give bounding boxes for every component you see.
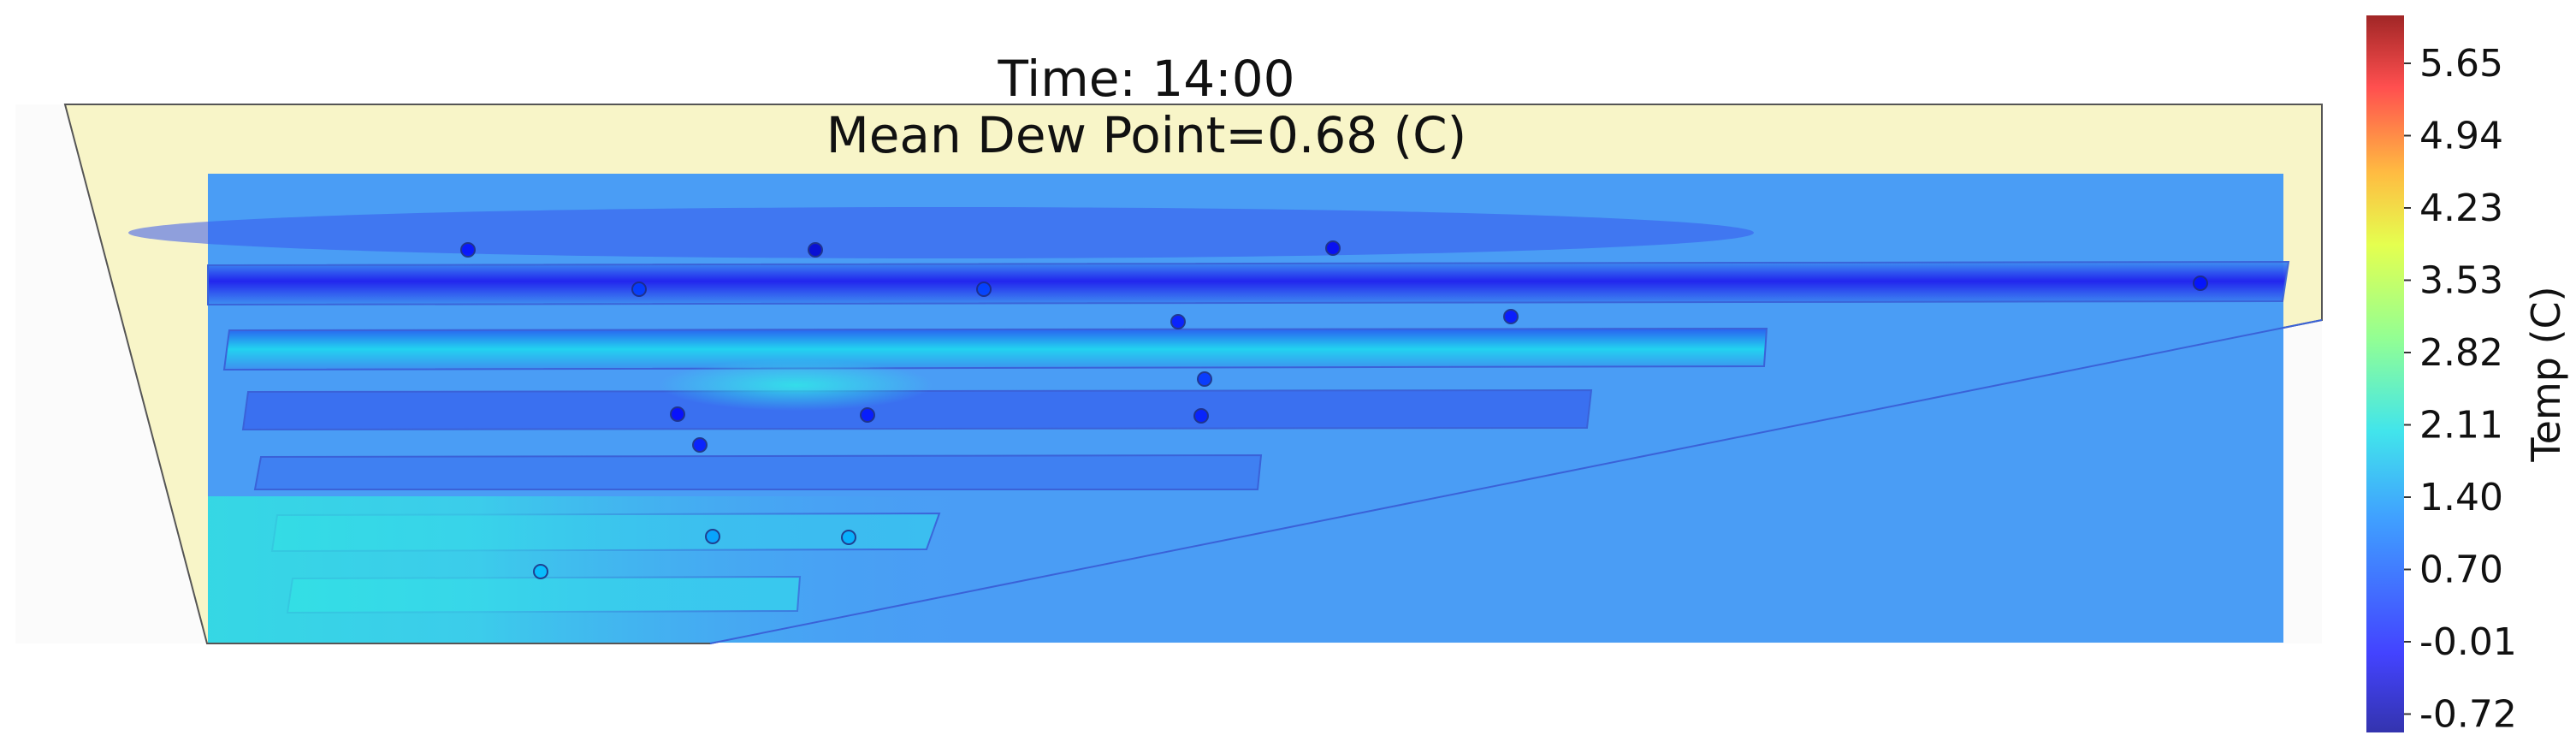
aisle-row-4: [253, 454, 1263, 490]
sensor-marker: [1503, 309, 1519, 324]
colorbar-ticks: 5.65 4.94 4.23 3.53 2.82 2.11 1.40 0.70 -0.01 -0.…: [2404, 42, 2517, 737]
field-mid-glow: [659, 359, 933, 411]
sensor-marker: [808, 242, 823, 258]
aisle-row-1: [207, 260, 2290, 306]
sensor-marker: [1170, 314, 1186, 329]
sensor-marker: [976, 282, 992, 297]
time-title: Time: 14:00: [998, 50, 1295, 108]
field-cyan-region: [208, 496, 978, 643]
colorbar-tick-label: 2.11: [2419, 404, 2503, 448]
colorbar-tick-label: 5.65: [2419, 42, 2503, 86]
sensor-marker: [2193, 276, 2208, 291]
aisle-row-3: [241, 388, 1593, 431]
sensor-marker: [631, 282, 647, 297]
mean-dew-point-title: Mean Dew Point=0.68 (C): [826, 106, 1467, 164]
sensor-marker: [841, 530, 856, 545]
colorbar-tick-label: 3.53: [2419, 259, 2503, 303]
sensor-marker: [1197, 371, 1212, 387]
colorbar-tick-label: -0.72: [2419, 693, 2517, 737]
sensor-marker: [670, 406, 685, 422]
sensor-marker: [692, 437, 708, 453]
colorbar: [2366, 15, 2404, 732]
colorbar-tick-label: -0.01: [2419, 620, 2517, 664]
sensor-marker: [460, 242, 476, 258]
sensor-marker: [533, 564, 548, 579]
sensor-marker: [705, 529, 720, 544]
aisle-row-2: [222, 327, 1768, 371]
sensor-marker: [860, 407, 875, 423]
colorbar-tick-label: 1.40: [2419, 476, 2503, 519]
outline-slope: [709, 319, 2323, 644]
colorbar-tick-label: 0.70: [2419, 548, 2503, 592]
sensor-marker: [1325, 240, 1341, 256]
colorbar-tick-label: 2.82: [2419, 331, 2503, 375]
colorbar-tick-label: 4.94: [2419, 115, 2503, 158]
colorbar-label: Temp (C): [2523, 286, 2569, 462]
sensor-marker: [1193, 408, 1209, 424]
colorbar-tick-label: 4.23: [2419, 187, 2503, 230]
field-dark-band: [128, 207, 1754, 258]
sensor-layer: [460, 240, 2208, 579]
